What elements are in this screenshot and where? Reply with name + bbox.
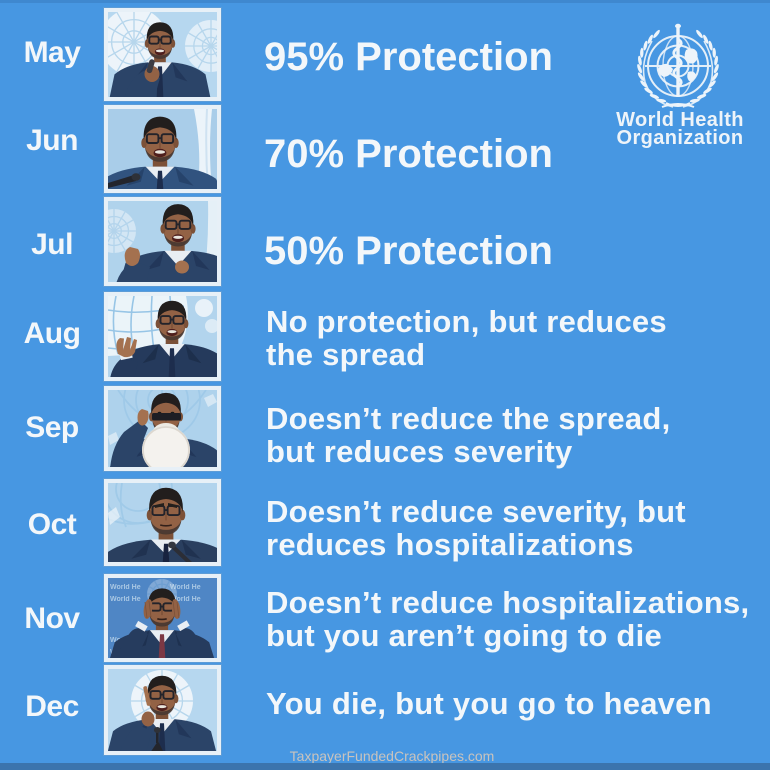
- svg-text:World He: World He: [170, 584, 201, 591]
- svg-text:World He: World He: [110, 584, 141, 591]
- svg-text:World He: World He: [170, 596, 201, 603]
- svg-text:World He: World He: [110, 596, 141, 603]
